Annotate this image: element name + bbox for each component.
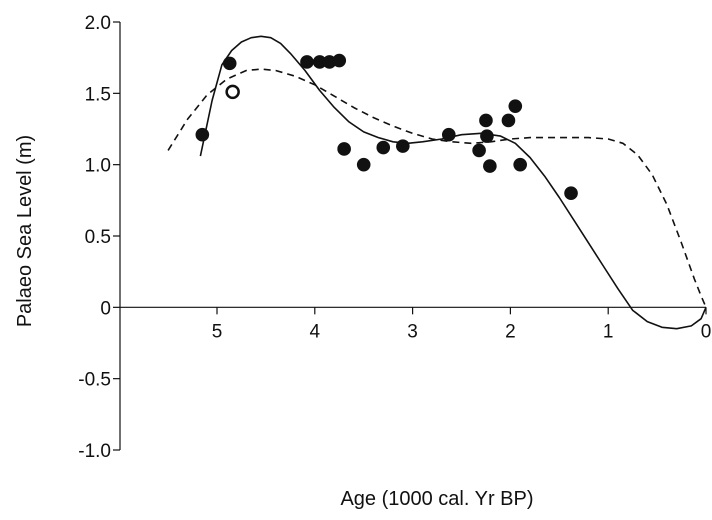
data-point (479, 113, 493, 128)
data-point (472, 143, 486, 158)
x-tick-label: 3 (407, 321, 418, 342)
data-point (480, 129, 494, 143)
y-tick-label: 0.5 (85, 227, 111, 248)
data-point (356, 157, 371, 172)
data-point-open (225, 84, 240, 100)
x-axis-title: Age (1000 cal. Yr BP) (340, 488, 533, 510)
data-point (508, 99, 523, 113)
y-tick-label: -1.0 (78, 441, 111, 462)
x-tick-label: 0 (701, 321, 712, 342)
data-point (312, 55, 327, 69)
data-point (222, 56, 237, 71)
dashed-curve (167, 68, 707, 308)
y-tick-label: 0 (100, 298, 111, 319)
data-point (564, 186, 578, 200)
data-point (513, 157, 527, 172)
data-point (300, 55, 314, 69)
y-tick-label: 1.5 (85, 84, 111, 105)
y-tick-label: 2.0 (85, 13, 111, 34)
data-point (483, 159, 497, 173)
x-tick-label: 4 (310, 321, 321, 342)
x-tick-label: 5 (212, 321, 223, 342)
solid-curve (199, 35, 707, 330)
x-tick-label: 2 (505, 321, 516, 342)
x-tick-label: 1 (603, 321, 614, 342)
data-point (332, 53, 347, 68)
y-axis-title: Palaeo Sea Level (m) (14, 135, 36, 327)
y-tick-label: 1.0 (85, 156, 111, 177)
y-tick-label: -0.5 (78, 370, 111, 391)
data-point (501, 113, 516, 128)
data-point (441, 127, 456, 142)
data-point (376, 140, 391, 155)
data-point (337, 142, 351, 156)
data-point (396, 139, 410, 153)
data-point (195, 127, 210, 142)
